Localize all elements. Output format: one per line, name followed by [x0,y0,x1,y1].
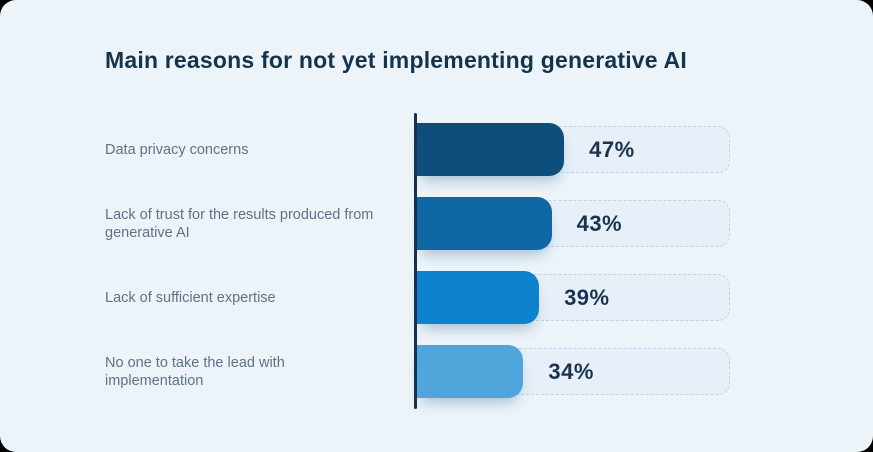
bar [417,345,524,398]
bar-row: Data privacy concerns 47% [105,123,730,176]
value-label: 47% [589,136,635,162]
category-label: Lack of sufficient expertise [105,289,276,306]
bar-rows: Data privacy concerns 47% Lack of trust … [105,123,730,398]
category-label: No one to take the lead with implementat… [105,354,285,389]
bar [417,123,565,176]
bar-cell: 43% [417,197,730,250]
chart-title: Main reasons for not yet implementing ge… [105,47,687,73]
bar [417,271,540,324]
category-label: Lack of trust for the results produced f… [105,206,374,241]
bar-chart: Data privacy concerns 47% Lack of trust … [105,113,730,409]
category-label: Data privacy concerns [105,141,249,158]
bar-row: Lack of sufficient expertise 39% [105,271,730,324]
bar-row: Lack of trust for the results produced f… [105,197,730,250]
bar-cell: 47% [417,123,730,176]
value-label: 43% [576,210,623,236]
y-axis-line [414,113,417,409]
bar-cell: 39% [417,271,730,324]
bar [417,197,552,250]
bar-cell: 34% [417,345,730,398]
value-label: 34% [548,358,594,384]
value-label: 39% [564,284,610,310]
bar-row: No one to take the lead with implementat… [105,345,730,398]
